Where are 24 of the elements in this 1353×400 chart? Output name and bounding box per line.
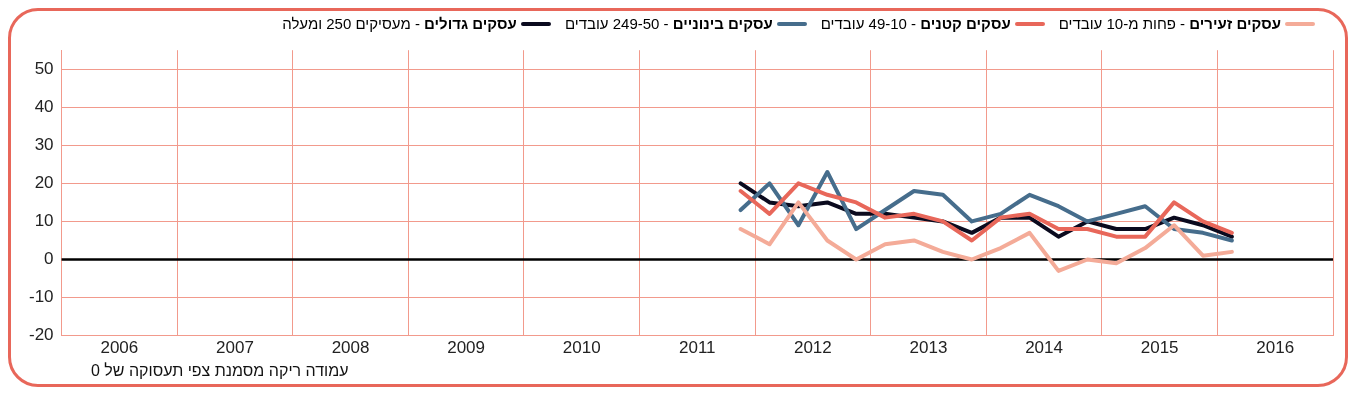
text: עמודה ריקה מסמנת צפי תעסוקה של 0 [90, 362, 350, 380]
y-tick-label: 20 [34, 173, 54, 193]
y-tick-label: 40 [34, 96, 54, 116]
x-tick-label: 2012 [793, 338, 832, 358]
x-tick-label: 2008 [331, 338, 370, 358]
y-tick-label: 0 [44, 249, 54, 269]
y-tick-label: 10 [34, 211, 54, 231]
x-tick-label: 2015 [1140, 338, 1179, 358]
x-tick-label: 2006 [100, 338, 139, 358]
legend-label: עסקים זעירים - פחות מ-10 עובדים [1058, 15, 1281, 32]
x-tick-label: 2013 [909, 338, 948, 358]
x-tick-label: 2016 [1256, 338, 1295, 358]
x-tick-label: 2010 [562, 338, 601, 358]
y-tick-label: 30 [34, 135, 54, 155]
legend-label: עסקים קטנים - 49-10 עובדים [820, 15, 1011, 32]
x-tick-label: 2007 [216, 338, 254, 358]
legend-label: עסקים גדולים - מעסיקים 250 ומעלה [282, 15, 517, 32]
y-tick-label: -20 [28, 325, 54, 345]
x-tick-label: 2011 [679, 338, 716, 358]
x-tick-label: 2014 [1025, 338, 1063, 358]
y-tick-label: -10 [28, 287, 54, 307]
y-tick-label: 50 [34, 58, 54, 78]
x-tick-label: 2009 [447, 338, 486, 358]
legend-label: עסקים בינוניים - 249-50 עובדים [564, 15, 773, 32]
